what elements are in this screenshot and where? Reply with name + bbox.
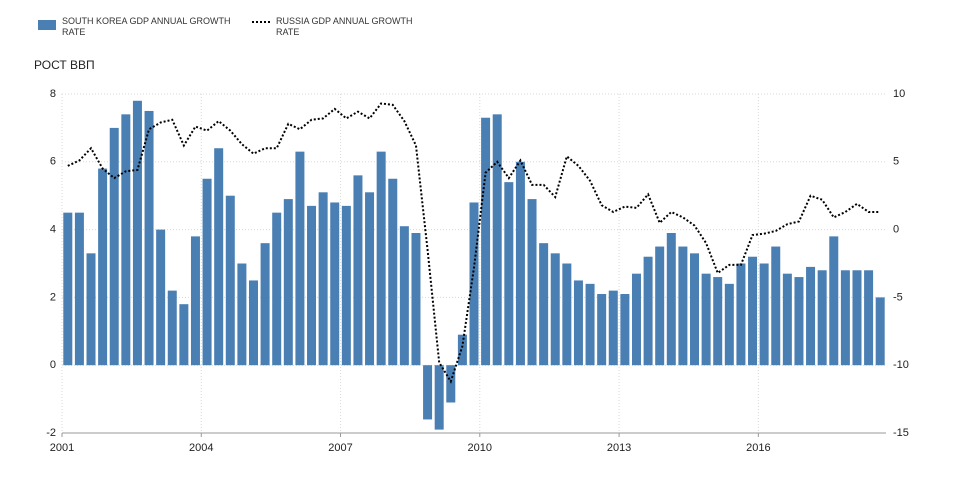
bar xyxy=(365,192,375,366)
bar xyxy=(678,246,688,366)
bar xyxy=(144,110,154,366)
bar xyxy=(260,243,270,366)
x-tick-label: 2016 xyxy=(746,442,770,454)
bar xyxy=(86,253,96,366)
bar xyxy=(388,178,398,366)
y-axis-title: РОСТ ВВП xyxy=(34,58,95,72)
y2-tick-label: -15 xyxy=(893,427,909,439)
bar xyxy=(539,243,549,366)
bar xyxy=(817,270,827,366)
legend-swatch xyxy=(252,21,270,38)
bar xyxy=(295,151,305,366)
y-tick-label: 2 xyxy=(50,291,56,303)
bar xyxy=(423,365,433,420)
bar xyxy=(782,273,792,366)
bar xyxy=(585,283,595,366)
y2-tick-label: 5 xyxy=(893,156,899,168)
y-tick-label: 6 xyxy=(50,156,56,168)
bar xyxy=(341,205,351,366)
bar xyxy=(330,202,340,366)
y-tick-label: -2 xyxy=(46,427,56,439)
bar xyxy=(237,263,247,366)
legend-label: RUSSIA GDP ANNUAL GROWTH RATE xyxy=(276,16,413,37)
bar xyxy=(666,232,676,366)
bar xyxy=(74,212,84,366)
legend-label: SOUTH KOREA GDP ANNUAL GROWTH RATE xyxy=(62,16,231,37)
bar xyxy=(759,263,769,366)
y2-tick-label: -5 xyxy=(893,291,903,303)
bar xyxy=(875,297,885,366)
bar xyxy=(399,226,409,366)
bar xyxy=(771,246,781,366)
bar xyxy=(724,283,734,366)
x-tick-label: 2007 xyxy=(328,442,352,454)
bar xyxy=(515,161,525,366)
bar xyxy=(655,246,665,366)
x-tick-label: 2001 xyxy=(50,442,74,454)
bar xyxy=(527,199,537,366)
bar xyxy=(840,270,850,366)
y-tick-label: 8 xyxy=(50,88,56,100)
bar xyxy=(457,334,467,366)
bar xyxy=(573,280,583,366)
bar xyxy=(829,236,839,366)
y-tick-label: 4 xyxy=(50,224,56,236)
y2-tick-label: 10 xyxy=(893,88,905,100)
bar xyxy=(643,256,653,366)
bar xyxy=(283,199,293,366)
bar xyxy=(608,290,618,366)
bar xyxy=(434,365,444,430)
bar xyxy=(272,212,282,366)
bar xyxy=(562,263,572,366)
bar xyxy=(794,277,804,366)
bar xyxy=(63,212,73,366)
x-tick-label: 2010 xyxy=(468,442,492,454)
line xyxy=(67,102,881,384)
bar xyxy=(713,277,723,366)
legend-swatch xyxy=(38,20,56,30)
bar xyxy=(748,256,758,366)
x-tick-label: 2004 xyxy=(189,442,213,454)
legend-item: SOUTH KOREA GDP ANNUAL GROWTH RATE xyxy=(38,16,238,38)
bar xyxy=(550,253,560,366)
bar xyxy=(864,270,874,366)
bar xyxy=(214,148,224,366)
bar xyxy=(190,236,200,366)
bar xyxy=(225,195,235,366)
bar xyxy=(481,117,491,366)
bar xyxy=(690,253,700,366)
bar xyxy=(631,273,641,366)
bar xyxy=(806,266,816,366)
y2-tick-label: -10 xyxy=(893,359,909,371)
bar xyxy=(446,365,456,403)
legend-item: RUSSIA GDP ANNUAL GROWTH RATE xyxy=(252,16,432,38)
bar xyxy=(156,229,166,366)
bar xyxy=(179,304,189,366)
bar xyxy=(98,168,108,366)
bar xyxy=(132,100,142,366)
bar xyxy=(620,294,630,366)
bar xyxy=(353,175,363,366)
bar xyxy=(167,290,177,366)
bar xyxy=(411,232,421,366)
bar xyxy=(376,151,386,366)
bar xyxy=(307,205,317,366)
y2-tick-label: 0 xyxy=(893,224,899,236)
bar xyxy=(504,182,514,366)
x-tick-label: 2013 xyxy=(607,442,631,454)
bar xyxy=(469,202,479,366)
bar xyxy=(597,294,607,366)
bar xyxy=(492,114,502,366)
bar xyxy=(109,127,119,366)
bar xyxy=(736,263,746,366)
bar xyxy=(318,192,328,366)
bar xyxy=(121,114,131,366)
y-tick-label: 0 xyxy=(50,359,56,371)
bar xyxy=(701,273,711,366)
bar xyxy=(202,178,212,366)
bar xyxy=(248,280,258,366)
bar xyxy=(852,270,862,366)
